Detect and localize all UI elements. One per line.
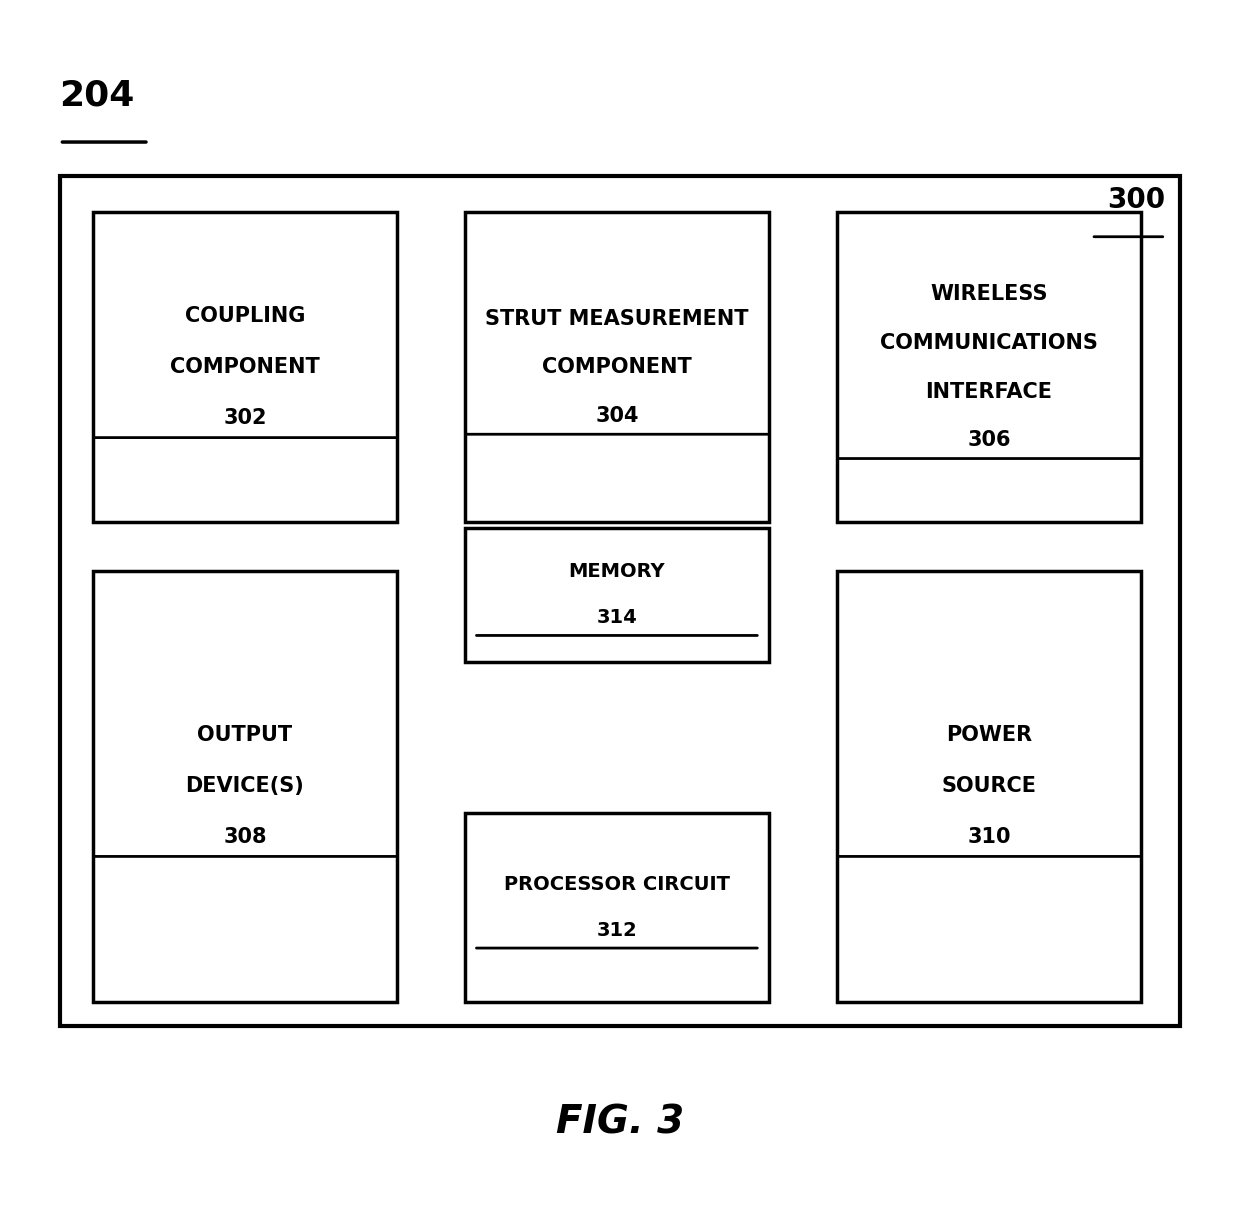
Bar — [465, 813, 769, 1002]
Bar — [465, 528, 769, 662]
Text: COMPONENT: COMPONENT — [170, 357, 320, 378]
Text: COMPONENT: COMPONENT — [542, 357, 692, 378]
Text: 300: 300 — [1107, 186, 1166, 214]
Text: 302: 302 — [223, 408, 267, 429]
Bar — [93, 571, 397, 1002]
Text: 306: 306 — [967, 430, 1011, 450]
Text: SOURCE: SOURCE — [941, 776, 1037, 796]
Text: INTERFACE: INTERFACE — [925, 381, 1053, 402]
Bar — [60, 176, 1180, 1026]
Bar — [837, 571, 1141, 1002]
Text: 312: 312 — [596, 921, 637, 940]
Text: COMMUNICATIONS: COMMUNICATIONS — [880, 333, 1097, 353]
Text: OUTPUT: OUTPUT — [197, 725, 293, 745]
Text: POWER: POWER — [946, 725, 1032, 745]
Text: STRUT MEASUREMENT: STRUT MEASUREMENT — [485, 308, 749, 329]
Bar — [93, 212, 397, 522]
Text: 310: 310 — [967, 827, 1011, 847]
Text: 308: 308 — [223, 827, 267, 847]
Text: COUPLING: COUPLING — [185, 306, 305, 327]
Text: WIRELESS: WIRELESS — [930, 284, 1048, 305]
Text: MEMORY: MEMORY — [569, 562, 665, 582]
Text: 314: 314 — [596, 608, 637, 628]
Bar — [465, 212, 769, 522]
Text: 204: 204 — [60, 79, 135, 113]
Text: FIG. 3: FIG. 3 — [556, 1104, 684, 1142]
Text: DEVICE(S): DEVICE(S) — [186, 776, 304, 796]
Text: PROCESSOR CIRCUIT: PROCESSOR CIRCUIT — [503, 875, 730, 894]
Text: 304: 304 — [595, 405, 639, 426]
Bar — [837, 212, 1141, 522]
